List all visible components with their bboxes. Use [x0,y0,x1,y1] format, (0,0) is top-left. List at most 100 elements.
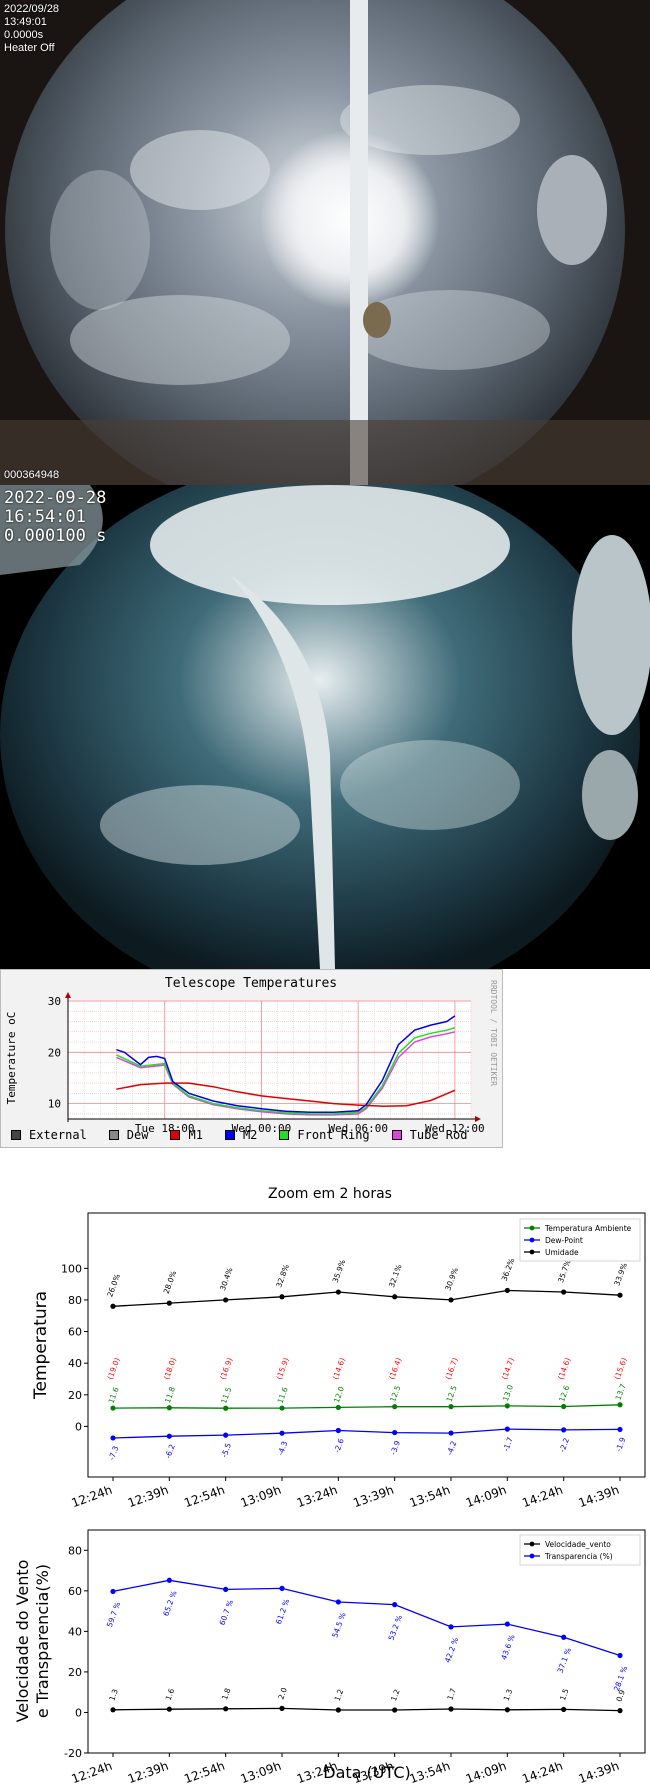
cam1-exposure: 0.0000s [4,29,44,41]
data-point [110,1588,116,1595]
transparency-data-label: 37.1 % [556,1647,573,1675]
series-line-velocidade-vento [112,1707,621,1712]
legend-marker [529,1237,535,1243]
dewpoint-data-label: -2.6 [332,1437,346,1454]
series-line-temperatura-ambiente [112,1404,621,1409]
data-point [617,1426,623,1433]
plot-frame [87,1212,646,1478]
dewpoint-data-label: -7.3 [107,1444,121,1461]
data-point [279,1405,285,1411]
data-point [279,1705,285,1711]
data-point [392,1707,398,1713]
dewpoint-data-label: -4.3 [276,1440,290,1457]
legend-swatch [170,1130,181,1140]
data-point [335,1404,341,1411]
x-tick-label: 13:54h [408,1483,452,1511]
data-point [617,1708,623,1714]
wind-data-label: 1.3 [107,1688,120,1703]
legend-label: Tube Rod [409,1128,468,1142]
transparency-data-label: 54.5 % [330,1611,347,1639]
data-point [448,1624,454,1630]
transparency-data-label: 65.2 % [161,1590,178,1618]
dewpoint-data-label: -5.5 [220,1442,234,1459]
dewpoint-data-label: -1.7 [501,1436,515,1453]
legend-item-external: External [11,1128,87,1142]
bracket-data-label: (16.7) [444,1356,460,1380]
transparency-data-label: 61.2 % [274,1598,291,1626]
data-point [448,1404,454,1410]
transparency-data-label: 43.6 % [499,1633,516,1661]
data-point [110,1405,116,1411]
legend-marker [529,1553,535,1559]
legend-label: Velocidade_vento [545,1540,611,1549]
data-point [335,1599,341,1605]
data-point [392,1294,398,1300]
data-point [166,1706,172,1712]
transparency-data-label: 60.7 % [218,1599,235,1627]
legend-swatch [279,1130,290,1140]
data-point [166,1433,172,1439]
data-point [504,1403,510,1409]
legend-swatch [11,1130,21,1140]
humidity-data-label: 30.4% [218,1266,235,1291]
x-tick-label: Wed 12:00 [425,1122,485,1135]
y-tick-label: 10 [48,1098,61,1111]
cam1-date: 2022/09/28 [4,3,60,15]
data-point [279,1294,285,1300]
cam1-frame-id: 000364948 [4,469,60,481]
data-point [448,1430,454,1436]
y-tick-label: 100 [61,1262,82,1275]
legend-swatch [391,1130,402,1140]
humidity-data-label: 35.7% [556,1258,573,1283]
data-point [617,1292,623,1298]
data-point [504,1287,510,1294]
y-tick-label: 60 [68,1585,82,1598]
legend-item-m1: M1 [170,1128,203,1142]
x-tick-label: 12:39h [126,1483,170,1511]
legend-label: Dew [126,1128,149,1142]
x-tick-label: 12:39h [126,1759,170,1783]
temperature-data-label: 12.5 [445,1384,459,1403]
series-line-umidade [112,1289,621,1307]
data-point [223,1706,229,1712]
x-tick-label: 14:39h [577,1759,621,1783]
series-line-m2 [116,1015,456,1114]
y-tick-label: 20 [68,1389,82,1402]
bracket-data-label: (15.6) [613,1356,629,1380]
data-point [504,1426,510,1432]
telescope-temperatures-chart: Telescope Temperatures Temperature oC RR… [0,969,503,1148]
temperature-data-label: 12.0 [332,1385,346,1404]
x-tick-label: 14:09h [464,1483,508,1511]
x-tick-label: 12:24h [70,1759,114,1783]
temperature-data-label: 13.7 [614,1382,628,1401]
temperature-data-label: 11.8 [163,1385,177,1404]
x-tick-label: 13:24h [295,1483,339,1511]
data-point [335,1427,341,1434]
data-point [110,1435,116,1441]
y-tick-label: 80 [68,1294,82,1307]
legend-swatch [108,1130,119,1140]
data-point [223,1586,229,1592]
data-point [448,1297,454,1303]
legend-label: Temperatura Ambiente [544,1224,632,1233]
y-tick-label: 20 [48,1046,61,1059]
data-point [561,1427,567,1433]
x-tick-label: 13:09h [239,1759,283,1783]
y-tick-label: -20 [64,1747,82,1760]
data-point [392,1429,398,1436]
legend-box [519,1534,641,1566]
cam1-overlay: 2022/09/28 13:49:01 0.0000s Heater Off [4,3,59,55]
x-tick-label: 14:09h [464,1759,508,1783]
zoom-chart-title: Zoom em 2 horas [268,1186,392,1202]
wind-data-label: 1.8 [220,1687,233,1702]
series-line-dew-point [112,1428,621,1439]
legend-item-m2: M2 [224,1128,257,1142]
wind-data-label: 1.7 [445,1687,458,1702]
y-axis-label: Temperatura [31,1291,51,1400]
legend-marker [529,1225,535,1231]
humidity-data-label: 28.0% [162,1270,179,1295]
y-tick-label: 60 [68,1326,82,1339]
legend-swatch [224,1130,235,1140]
y-tick-label: 40 [68,1357,82,1370]
temperature-data-label: 11.6 [107,1386,121,1405]
